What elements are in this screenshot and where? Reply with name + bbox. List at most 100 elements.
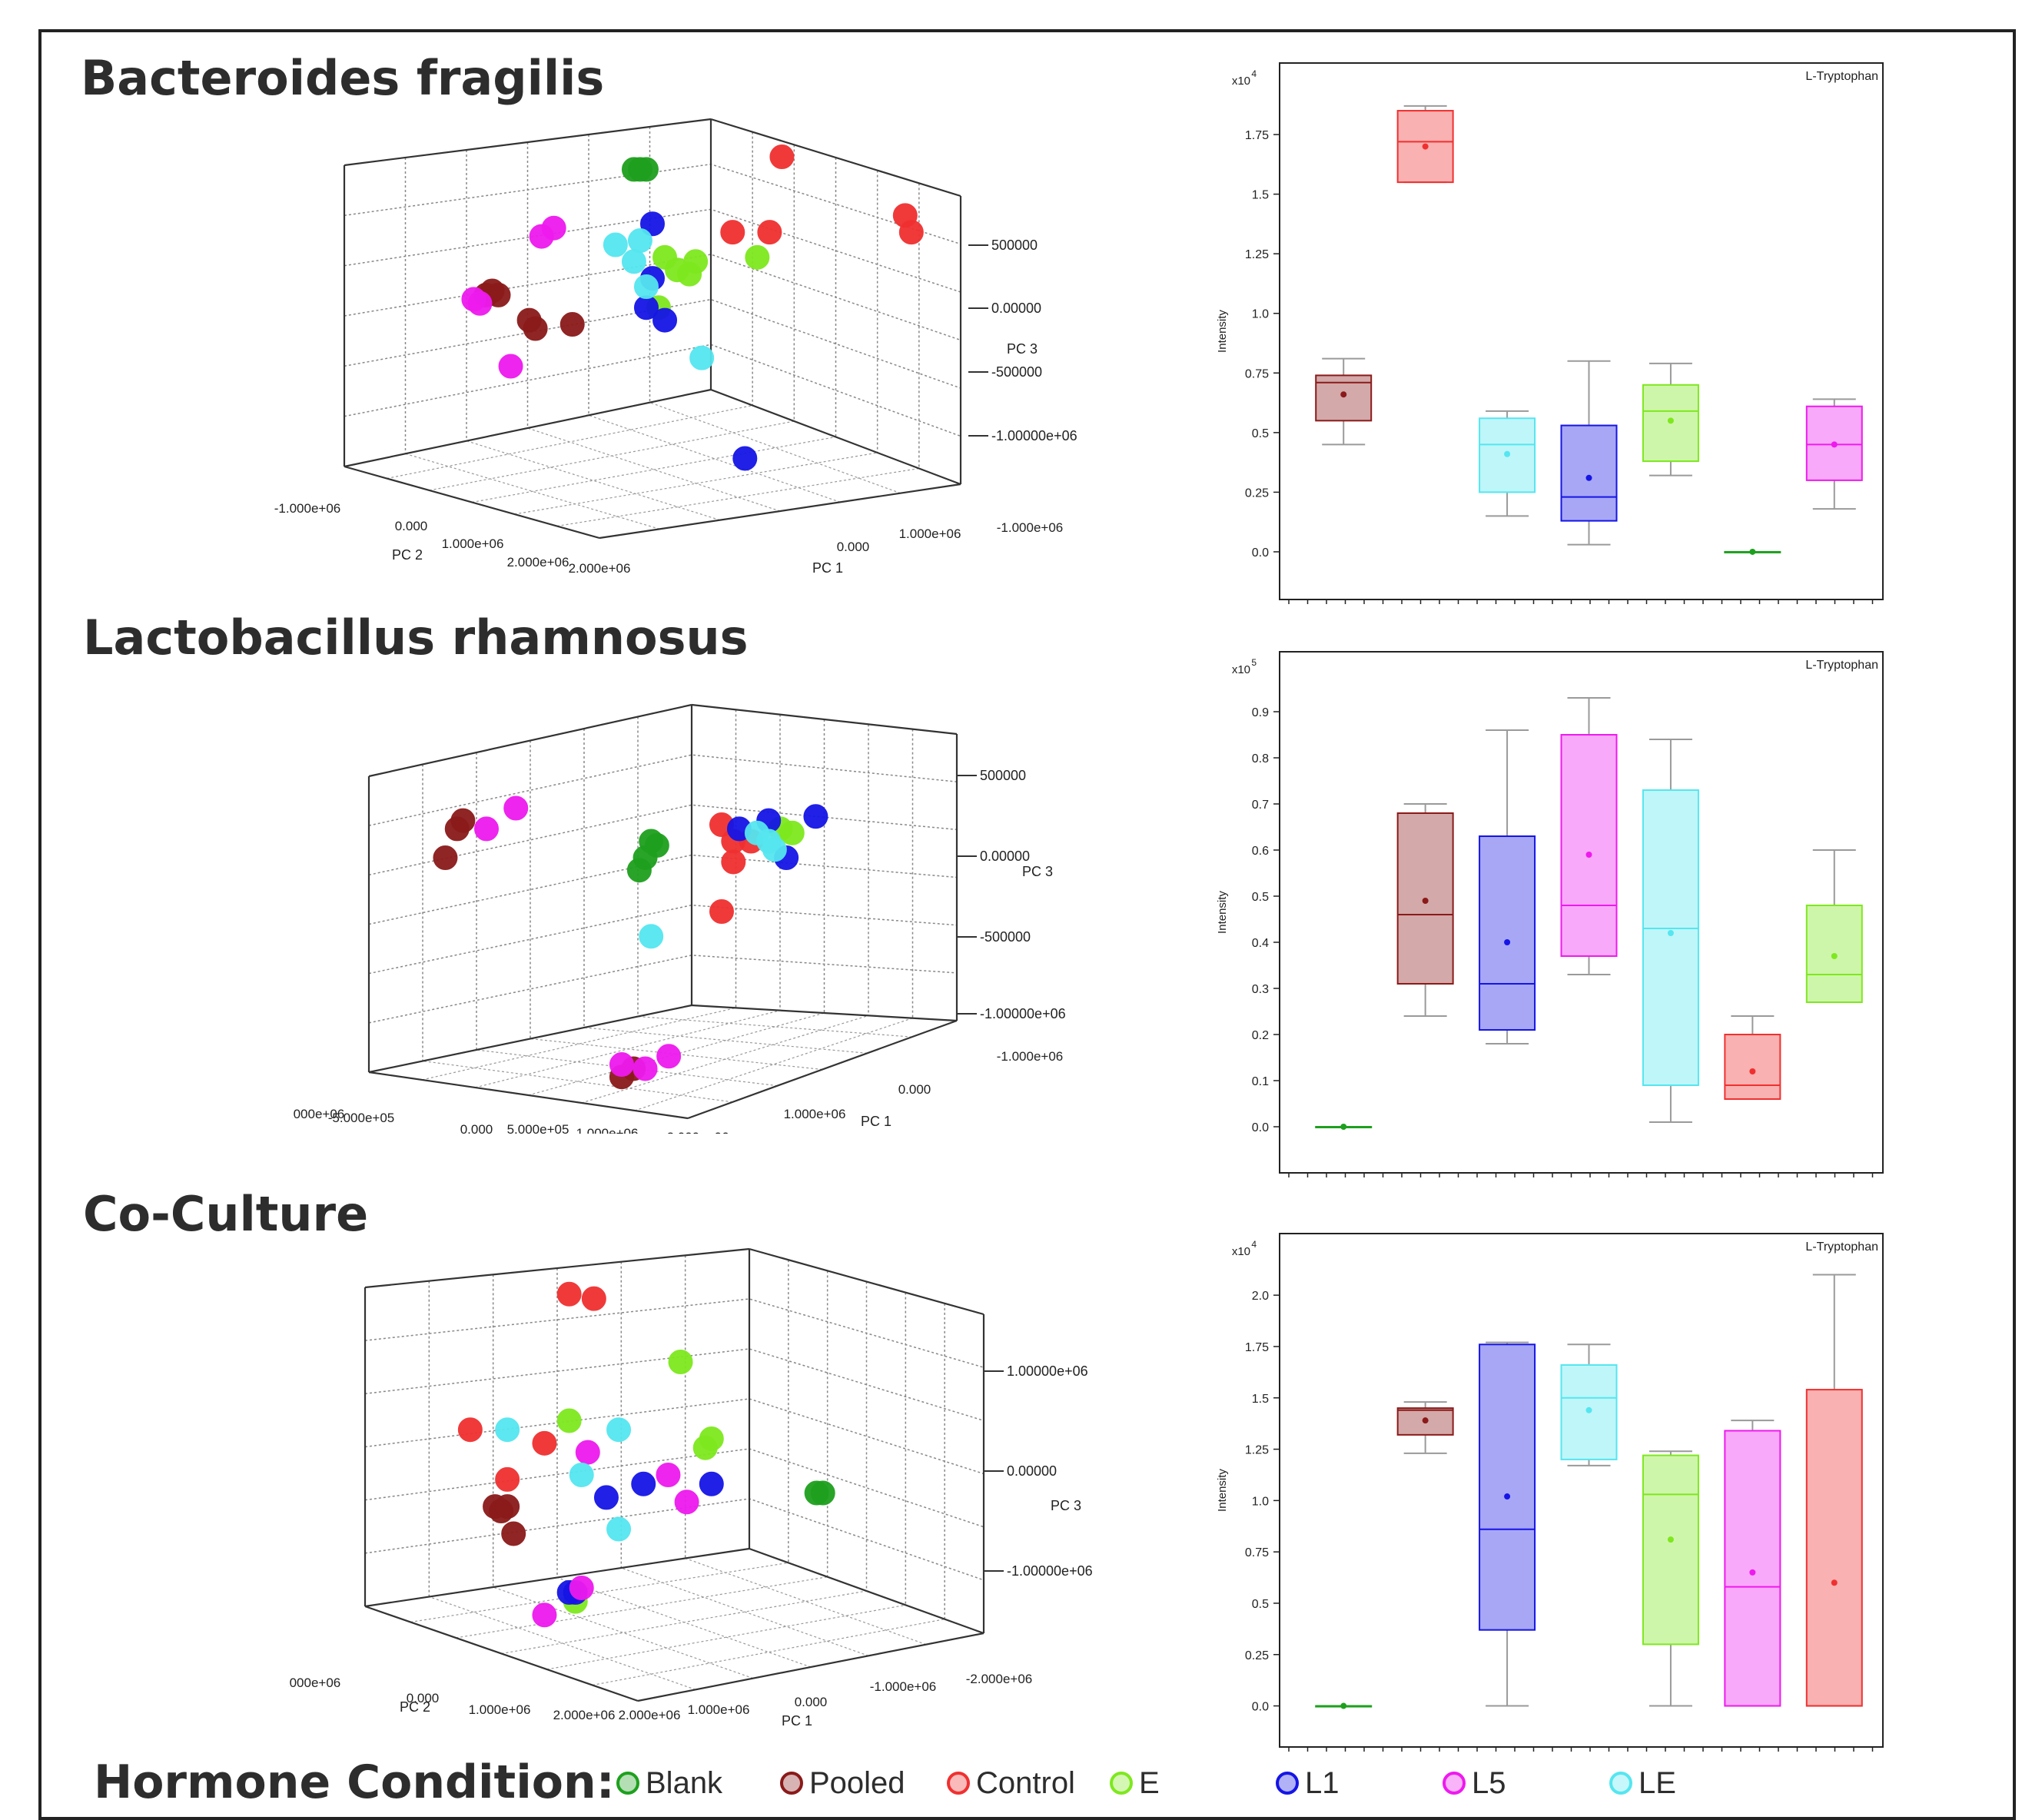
gridline bbox=[556, 467, 919, 527]
y-tick-label: 1.000e+06 bbox=[442, 536, 504, 551]
y-axis-label: Intensity bbox=[1216, 310, 1229, 353]
panel-title-bacteroides: Bacteroides fragilis bbox=[81, 50, 605, 106]
pca-point-pooled bbox=[523, 316, 548, 341]
gridline bbox=[364, 1498, 984, 1581]
y-tick-label: -1.000e+06 bbox=[274, 501, 341, 516]
gridline bbox=[530, 1038, 823, 1071]
x-tick-label: -2.000e+06 bbox=[966, 1672, 1033, 1686]
y-tick-label: 0.000 bbox=[395, 519, 428, 533]
pca-point-l5 bbox=[575, 1440, 600, 1465]
y-axis-label: PC 2 bbox=[400, 1699, 430, 1715]
z-axis-label: PC 3 bbox=[1022, 864, 1053, 879]
x-tick-label: -1.000e+06 bbox=[997, 1049, 1064, 1064]
legend-swatch-le bbox=[1609, 1772, 1632, 1795]
y-tick-label: 0.2 bbox=[1252, 1029, 1269, 1042]
pca-point-control bbox=[495, 1466, 520, 1492]
box-iqr bbox=[1805, 1389, 1863, 1707]
box-l5 bbox=[1805, 398, 1863, 510]
z-axis-label: PC 3 bbox=[1051, 1498, 1081, 1513]
cube-edge bbox=[637, 1632, 984, 1702]
box-mean bbox=[1749, 548, 1756, 555]
box-iqr bbox=[1642, 1454, 1699, 1646]
y-tick-label: 1.25 bbox=[1245, 248, 1269, 261]
y-scale-exponent: 4 bbox=[1251, 1239, 1257, 1250]
box-mean bbox=[1585, 1407, 1592, 1413]
y-scale-label: x10 bbox=[1232, 1245, 1250, 1258]
pca-3d-plot-bacteroides: 500000 0.00000 -500000 -1.00000e+06 0.000 1.0… bbox=[274, 118, 1077, 573]
x-axis-label: PC 1 bbox=[812, 560, 843, 573]
y-tick-label: 1.75 bbox=[1245, 129, 1269, 142]
cube-edge bbox=[691, 1004, 958, 1022]
box-mean bbox=[1422, 143, 1429, 150]
z-tick-label: 500000 bbox=[980, 768, 1026, 783]
legend-label-le: LE bbox=[1639, 1765, 1676, 1800]
legend-item-l1: L1 bbox=[1276, 1765, 1340, 1802]
y-tick-label: 0.5 bbox=[1252, 891, 1269, 904]
y-scale-exponent: 4 bbox=[1251, 68, 1257, 79]
pca-point-e bbox=[668, 1350, 693, 1374]
box-mean bbox=[1504, 939, 1511, 945]
y-axis-label: PC 2 bbox=[419, 1133, 450, 1134]
box-iqr bbox=[1479, 417, 1536, 493]
box-mean bbox=[1667, 930, 1674, 936]
legend: Hormone Condition: Blank Pooled Control … bbox=[94, 1755, 1938, 1809]
legend-label-control: Control bbox=[976, 1765, 1075, 1800]
box-control bbox=[1805, 1274, 1863, 1707]
pca-3d-plot-lactobacillus: 500000 0.00000 -500000 -1.00000e+06 1.000e+0… bbox=[292, 703, 1066, 1134]
box-mean bbox=[1667, 417, 1674, 424]
y-scale-exponent: 5 bbox=[1251, 657, 1257, 668]
gridline bbox=[466, 440, 720, 521]
gridline bbox=[685, 1557, 927, 1646]
y-axis-label: Intensity bbox=[1216, 891, 1229, 934]
pca-point-le bbox=[633, 274, 659, 299]
pca-point-control bbox=[556, 1281, 582, 1307]
pca-point-pooled bbox=[444, 816, 470, 842]
y-tick-label: 5.000e+05 bbox=[507, 1122, 569, 1134]
pca-point-control bbox=[721, 849, 746, 875]
legend-title: Hormone Condition: bbox=[94, 1755, 615, 1809]
z-tick-label: -1.00000e+06 bbox=[980, 1006, 1066, 1021]
pca-point-pooled bbox=[501, 1521, 526, 1546]
cube-edge bbox=[710, 388, 961, 486]
y-tick-label: 0.5 bbox=[1252, 427, 1269, 440]
y-tick-label: 0.25 bbox=[1245, 1649, 1269, 1662]
z-tick-label: -500000 bbox=[991, 364, 1042, 380]
pca-point-le bbox=[606, 1417, 632, 1443]
pca-point-e bbox=[779, 820, 805, 845]
legend-label-pooled: Pooled bbox=[809, 1765, 905, 1800]
plot-area bbox=[1279, 651, 1884, 1174]
gridline bbox=[422, 1060, 733, 1103]
box-e bbox=[1642, 362, 1699, 477]
legend-label-l5: L5 bbox=[1472, 1765, 1506, 1800]
pca-point-blank bbox=[626, 858, 652, 883]
pca-point-le bbox=[569, 1463, 594, 1487]
gridline bbox=[364, 1448, 984, 1528]
cube-edge bbox=[364, 1547, 750, 1608]
box-mean bbox=[1340, 391, 1347, 398]
x-tick-label: 0.000 bbox=[837, 540, 870, 554]
x-tick-label: 0.000 bbox=[795, 1695, 828, 1709]
box-mean bbox=[1585, 474, 1592, 481]
box-l1 bbox=[1560, 360, 1618, 546]
cube-edge bbox=[749, 1247, 984, 1316]
box-l1 bbox=[1479, 1341, 1536, 1707]
y-tick-label: 2.000e+06 bbox=[667, 1130, 729, 1134]
pca-point-control bbox=[457, 1417, 483, 1443]
z-tick-label: 500000 bbox=[991, 237, 1038, 253]
box-mean bbox=[1831, 953, 1838, 959]
gridline bbox=[546, 1604, 906, 1670]
pca-point-l1 bbox=[803, 804, 828, 829]
cube-edge bbox=[368, 703, 692, 778]
x-tick-label: 0.000 bbox=[898, 1082, 931, 1097]
z-tick-label: -1.00000e+06 bbox=[991, 428, 1077, 443]
y-tick-label: 1.25 bbox=[1245, 1444, 1269, 1457]
gridline bbox=[456, 1576, 828, 1639]
gridline bbox=[581, 1015, 869, 1104]
pca-point-l1 bbox=[699, 1471, 724, 1496]
y-tick-label: 1.0 bbox=[1252, 308, 1269, 321]
pca-point-l5 bbox=[532, 1602, 557, 1628]
y-tick-label: 0.75 bbox=[1245, 367, 1269, 380]
y-tick-label: 0.3 bbox=[1252, 983, 1269, 996]
box-mean bbox=[1422, 1417, 1429, 1424]
